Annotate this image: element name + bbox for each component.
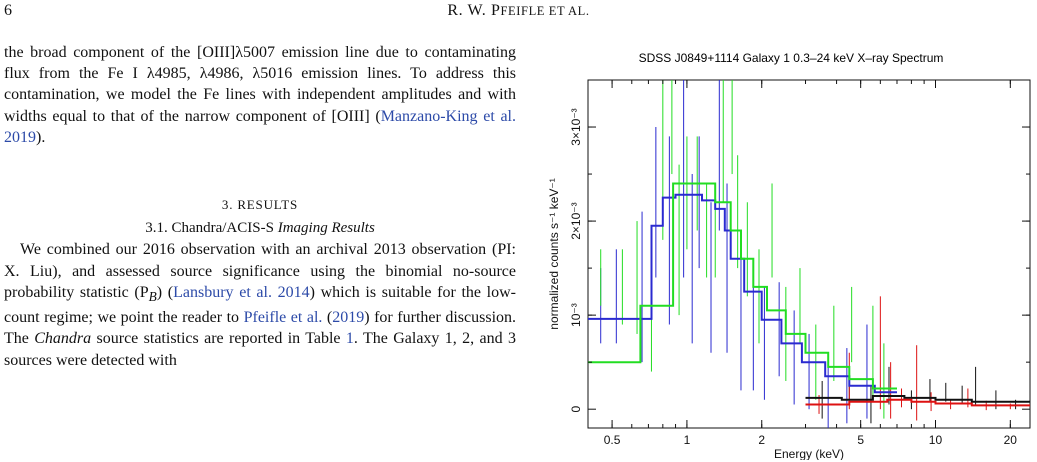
para2-text-4: ( <box>322 309 333 327</box>
series-layer <box>588 80 1030 428</box>
xray-spectrum-chart: SDSS J0849+1114 Galaxy 1 0.3–24 keV X–ra… <box>548 51 1031 460</box>
subsection-prefix: 3.1. Chandra/ACIS-S <box>145 220 278 237</box>
x-tick-label: 20 <box>1004 433 1018 447</box>
y-tick-label: 10⁻³ <box>569 303 583 327</box>
plot-frame <box>587 79 1031 429</box>
paragraph-fe-lines: the broad component of the [OIII]λ5007 e… <box>4 42 516 148</box>
x-tick-label: 0.5 <box>604 433 621 447</box>
chart-title: SDSS J0849+1114 Galaxy 1 0.3–24 keV X–ra… <box>639 51 944 65</box>
para2-text-3: ) which is suitable for the low-count re… <box>4 283 516 327</box>
x-tick-label: 2 <box>758 433 765 447</box>
para2-text-1: We combined our 2016 observation with an… <box>4 241 516 301</box>
y-tick-label: 3×10⁻³ <box>569 108 583 145</box>
x-tick-label: 5 <box>857 433 864 447</box>
x-axis-label: Energy (keV) <box>774 447 844 460</box>
citation-manzano-king[interactable]: Manzano-King et al. 2019 <box>4 107 516 146</box>
para2-text-6: source statistics are reported in Table <box>91 330 346 348</box>
subsection-title: 3.1. Chandra/ACIS-S Imaging Results <box>4 218 516 239</box>
x-tick-label: 10 <box>929 433 943 447</box>
citation-pfeifle[interactable]: Pfeifle et al. <box>243 309 323 327</box>
running-head-small-caps: FEIFLE ET AL. <box>500 4 590 18</box>
x-tick-label: 1 <box>684 433 691 447</box>
citation-lansbury[interactable]: Lansbury et al. 2014 <box>173 283 310 301</box>
para2-italic-chandra: Chandra <box>34 330 92 348</box>
para1-text-2: ). <box>36 128 46 146</box>
citation-pfeifle-year[interactable]: 2019 <box>332 309 365 327</box>
para1-text-1: the broad component of the [OIII]λ5007 e… <box>4 44 516 125</box>
tick-layer: 0.5 1 2 5 10 20 0 10⁻³ 2×10⁻³ 3×10⁻³ <box>569 80 1030 447</box>
model-line <box>805 395 1030 403</box>
para2-text-2: ) ( <box>156 283 174 301</box>
page-number: 6 <box>4 2 12 19</box>
y-tick-label: 0 <box>569 406 583 413</box>
running-head: R. W. PFEIFLE ET AL. <box>0 2 1037 20</box>
para2-subscript: B <box>148 289 157 305</box>
para2-text-5: ) for further discussion. The <box>4 309 517 348</box>
section-title: 3. RESULTS <box>221 197 299 213</box>
y-axis-label: normalized counts s⁻¹ keV⁻¹ <box>548 178 561 329</box>
xray-spectrum-figure: SDSS J0849+1114 Galaxy 1 0.3–24 keV X–ra… <box>548 50 1034 460</box>
running-head-initials: R. W. P <box>447 2 501 19</box>
model-line <box>588 182 897 390</box>
left-column-text: the broad component of the [OIII]λ5007 e… <box>4 42 516 371</box>
model-line <box>805 398 1030 407</box>
paragraph-imaging-results: We combined our 2016 observation with an… <box>4 239 516 370</box>
para2-text-7: . The Galaxy 1, 2, and 3 sources were de… <box>4 330 517 369</box>
y-tick-label: 2×10⁻³ <box>569 202 583 239</box>
table-reference[interactable]: 1 <box>345 330 354 348</box>
subsection-italic: Imaging Results <box>277 220 375 237</box>
